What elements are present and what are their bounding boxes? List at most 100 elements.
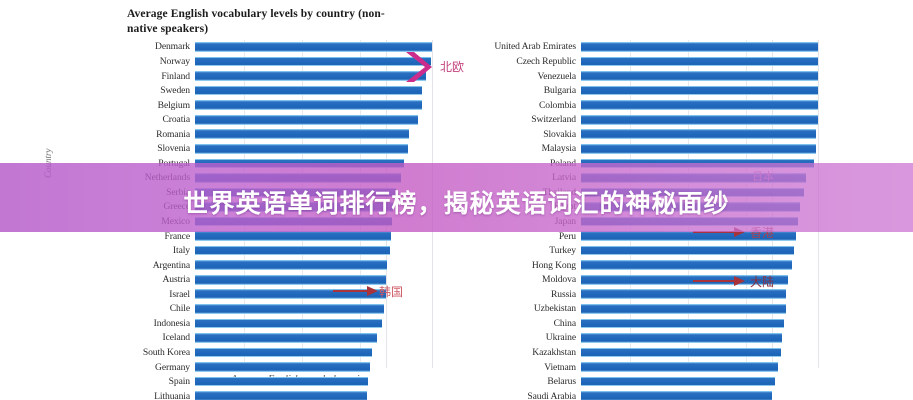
bar-row: Russia — [488, 287, 818, 302]
bar-row: United Arab Emirates — [488, 40, 818, 55]
bar — [581, 85, 818, 96]
bar-row: Sweden — [102, 84, 432, 99]
bar-row-label: Slovakia — [543, 128, 576, 140]
bar-row: Belgium — [102, 98, 432, 113]
bar-track — [195, 229, 432, 244]
bar — [195, 333, 377, 343]
bar — [581, 231, 797, 241]
bar-row-label: Romania — [156, 128, 190, 140]
bar-row-label: France — [164, 230, 190, 242]
bar-track — [581, 331, 818, 346]
bar — [195, 289, 386, 300]
chart-title: Average English vocabulary levels by cou… — [127, 8, 385, 36]
bar — [195, 347, 373, 358]
bar-row-label: Austria — [162, 274, 190, 286]
bar-row-label: Sweden — [160, 85, 190, 97]
bar-row: Malaysia — [488, 142, 818, 157]
bar-row-label: South Korea — [142, 346, 190, 358]
bar-row: China — [488, 316, 818, 331]
bar-track — [195, 98, 432, 113]
bar-row: Israel — [102, 287, 432, 302]
bar-row-label: Spain — [168, 376, 190, 388]
bar-row-label: Saudi Arabia — [527, 390, 576, 400]
bar-track — [581, 127, 818, 142]
bar-track — [581, 69, 818, 84]
bar-track — [581, 273, 818, 288]
bar — [581, 129, 817, 140]
annotation-label-mainland-china: 大陆 — [750, 275, 775, 289]
bar-track — [581, 229, 818, 244]
bar — [195, 114, 419, 125]
bar-track — [195, 40, 432, 55]
bar — [581, 347, 781, 358]
bar-track — [195, 244, 432, 259]
bar-track — [581, 287, 818, 302]
bar-track — [195, 55, 432, 70]
bar — [195, 391, 368, 400]
bar — [195, 71, 427, 81]
bar-row: Moldova — [488, 273, 818, 288]
arrow-line-hong-kong — [693, 231, 736, 233]
bar-row: Belarus — [488, 375, 818, 390]
bar-row: South Korea — [102, 345, 432, 360]
bar — [581, 260, 793, 270]
bar-row-label: Vietnam — [544, 361, 576, 373]
bar-row-label: Peru — [558, 230, 576, 242]
bar-row-label: Lithuania — [154, 390, 190, 400]
bar-row-label: Germany — [155, 361, 190, 373]
bar-row-label: Argentina — [152, 259, 190, 271]
bar-track — [581, 55, 818, 70]
bar-track — [195, 287, 432, 302]
bar-track — [581, 316, 818, 331]
bar-row: Slovakia — [488, 127, 818, 142]
bar — [581, 274, 789, 285]
bar — [195, 56, 431, 67]
bar-track — [195, 113, 432, 128]
bar — [581, 114, 818, 125]
bar-row: Lithuania — [102, 389, 432, 400]
bar-row: Croatia — [102, 113, 432, 128]
bar-track — [195, 142, 432, 157]
bar-row: Czech Republic — [488, 55, 818, 70]
bar-row: Bulgaria — [488, 84, 818, 99]
bar-row-label: Czech Republic — [516, 56, 576, 68]
bar-row-label: Kazakhstan — [532, 346, 576, 358]
bar-row-label: China — [553, 317, 577, 329]
bar-row-label: Israel — [169, 288, 190, 300]
bar-track — [195, 360, 432, 375]
bar-row: Germany — [102, 360, 432, 375]
bar-track — [581, 244, 818, 259]
bar-track — [581, 98, 818, 113]
bar-row: Turkey — [488, 244, 818, 259]
arrow-head-icon-mainland — [734, 275, 745, 286]
bar — [581, 304, 787, 314]
bar-track — [195, 375, 432, 390]
bar-track — [581, 142, 818, 157]
bar-track — [195, 316, 432, 331]
bar-row: Slovenia — [102, 142, 432, 157]
bar-track — [195, 127, 432, 142]
bar-row-label: Venezuela — [537, 70, 576, 82]
bar-track — [581, 40, 818, 55]
bar-row-label: Bulgaria — [543, 85, 576, 97]
bar-row-label: Italy — [172, 245, 190, 257]
bar-row-label: Moldova — [542, 274, 576, 286]
bar-track — [195, 273, 432, 288]
bar — [581, 42, 818, 52]
bar-row: Italy — [102, 244, 432, 259]
bar — [195, 85, 423, 96]
bar — [581, 56, 818, 67]
bar-row-label: Chile — [169, 303, 190, 315]
chevron-right-icon — [406, 52, 432, 82]
bar-row: Uzbekistan — [488, 302, 818, 317]
bar-row: Ukraine — [488, 331, 818, 346]
bar-track — [581, 360, 818, 375]
bar-row-label: Hong Kong — [531, 259, 576, 271]
bar-track — [581, 345, 818, 360]
bar-row: Argentina — [102, 258, 432, 273]
bar-row: Peru — [488, 229, 818, 244]
bar-row-label: Denmark — [155, 41, 190, 53]
bar-row: Iceland — [102, 331, 432, 346]
bar-row: Norway — [102, 55, 432, 70]
